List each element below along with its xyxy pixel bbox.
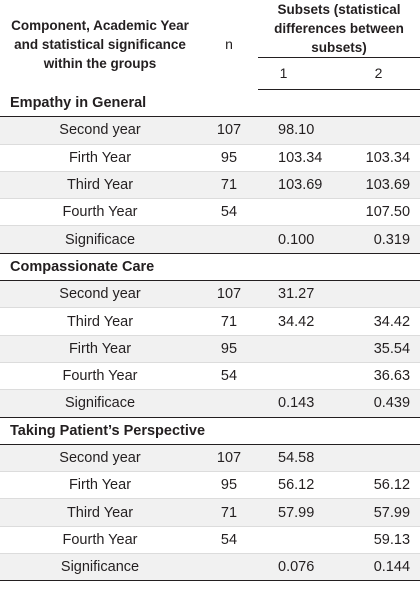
row-subset-2: 103.34	[338, 144, 420, 172]
row-n: 107	[200, 116, 258, 145]
row-subset-1: 103.34	[258, 144, 338, 172]
header-label: Component, Academic Year and statistical…	[11, 18, 189, 72]
table-row: Second year 107 54.58	[0, 444, 420, 473]
row-subset-2	[338, 280, 420, 309]
row-subset-2: 107.50	[338, 198, 420, 227]
table-row: Fourth Year 54 107.50	[0, 198, 420, 227]
table-row: Third Year 71 34.42 34.42	[0, 307, 420, 336]
row-n: 95	[200, 335, 258, 363]
row-subset-1: 0.143	[258, 389, 338, 418]
row-label: Second year	[0, 444, 200, 473]
table-row: Significace 0.100 0.319	[0, 225, 420, 254]
row-label: Firth Year	[0, 471, 200, 500]
row-subset-1: 98.10	[258, 116, 338, 145]
row-label: Third Year	[0, 307, 200, 336]
row-subset-1: 31.27	[258, 280, 338, 309]
row-subset-2: 34.42	[338, 307, 420, 336]
row-subset-2	[338, 116, 420, 145]
row-label: Significace	[0, 225, 200, 254]
row-label: Third Year	[0, 171, 200, 200]
row-label: Second year	[0, 116, 200, 145]
table-row: Second year 107 31.27	[0, 280, 420, 309]
row-subset-1: 54.58	[258, 444, 338, 473]
table-row: Significace 0.143 0.439	[0, 389, 420, 418]
row-n: 71	[200, 307, 258, 336]
row-subset-1	[258, 526, 338, 555]
row-n: 54	[200, 198, 258, 227]
row-label: Fourth Year	[0, 526, 200, 555]
table-row: Firth Year 95 56.12 56.12	[0, 471, 420, 500]
row-subset-1	[258, 362, 338, 391]
row-n: 71	[200, 171, 258, 200]
row-subset-2: 0.144	[338, 553, 420, 582]
table-row: Fourth Year 54 36.63	[0, 362, 420, 391]
row-n	[200, 225, 258, 254]
row-subset-2: 0.439	[338, 389, 420, 418]
table-row: Second year 107 98.10	[0, 116, 420, 145]
row-label: Significance	[0, 553, 200, 582]
table-row: Firth Year 95 35.54	[0, 335, 420, 363]
header-subset-2: 2	[338, 57, 420, 90]
row-label: Fourth Year	[0, 362, 200, 391]
row-subset-1: 34.42	[258, 307, 338, 336]
row-label: Firth Year	[0, 144, 200, 172]
row-subset-2: 56.12	[338, 471, 420, 500]
row-subset-2	[338, 444, 420, 473]
row-n: 54	[200, 526, 258, 555]
section-title: Empathy in General	[0, 89, 420, 118]
table-row: Fourth Year 54 59.13	[0, 526, 420, 555]
row-subset-2: 35.54	[338, 335, 420, 363]
row-n: 95	[200, 471, 258, 500]
row-subset-2: 57.99	[338, 498, 420, 527]
row-n: 107	[200, 280, 258, 309]
row-subset-1	[258, 198, 338, 227]
row-subset-1: 57.99	[258, 498, 338, 527]
row-n: 54	[200, 362, 258, 391]
row-n: 95	[200, 144, 258, 172]
row-subset-1: 56.12	[258, 471, 338, 500]
table-row: Firth Year 95 103.34 103.34	[0, 144, 420, 172]
row-n	[200, 553, 258, 582]
section-header: Taking Patient’s Perspective	[0, 417, 420, 445]
row-label: Fourth Year	[0, 198, 200, 227]
row-label: Significace	[0, 389, 200, 418]
row-subset-1: 103.69	[258, 171, 338, 200]
row-subset-1: 0.100	[258, 225, 338, 254]
section-header: Empathy in General	[0, 89, 420, 118]
row-subset-2: 103.69	[338, 171, 420, 200]
table-row: Significance 0.076 0.144	[0, 553, 420, 582]
row-subset-1: 0.076	[258, 553, 338, 582]
table-row: Third Year 71 57.99 57.99	[0, 498, 420, 527]
row-subset-2: 0.319	[338, 225, 420, 254]
row-subset-2: 36.63	[338, 362, 420, 391]
row-label: Third Year	[0, 498, 200, 527]
row-label: Second year	[0, 280, 200, 309]
header-subsets: Subsets (statistical differences between…	[258, 0, 420, 58]
section-title: Compassionate Care	[0, 253, 420, 282]
section-title: Taking Patient’s Perspective	[0, 417, 420, 445]
section-header: Compassionate Care	[0, 253, 420, 282]
table-body: Empathy in General Second year 107 98.10 Fir…	[0, 89, 420, 582]
table-row: Third Year 71 103.69 103.69	[0, 171, 420, 200]
row-label: Firth Year	[0, 335, 200, 363]
row-subset-1	[258, 335, 338, 363]
table-header: Component, Academic Year and statistical…	[0, 0, 420, 90]
row-n	[200, 389, 258, 418]
row-subset-2: 59.13	[338, 526, 420, 555]
row-n: 71	[200, 498, 258, 527]
statistics-table: Component, Academic Year and statistical…	[0, 0, 420, 582]
row-n: 107	[200, 444, 258, 473]
header-n: n	[225, 36, 233, 53]
header-subset-1: 1	[258, 57, 338, 90]
